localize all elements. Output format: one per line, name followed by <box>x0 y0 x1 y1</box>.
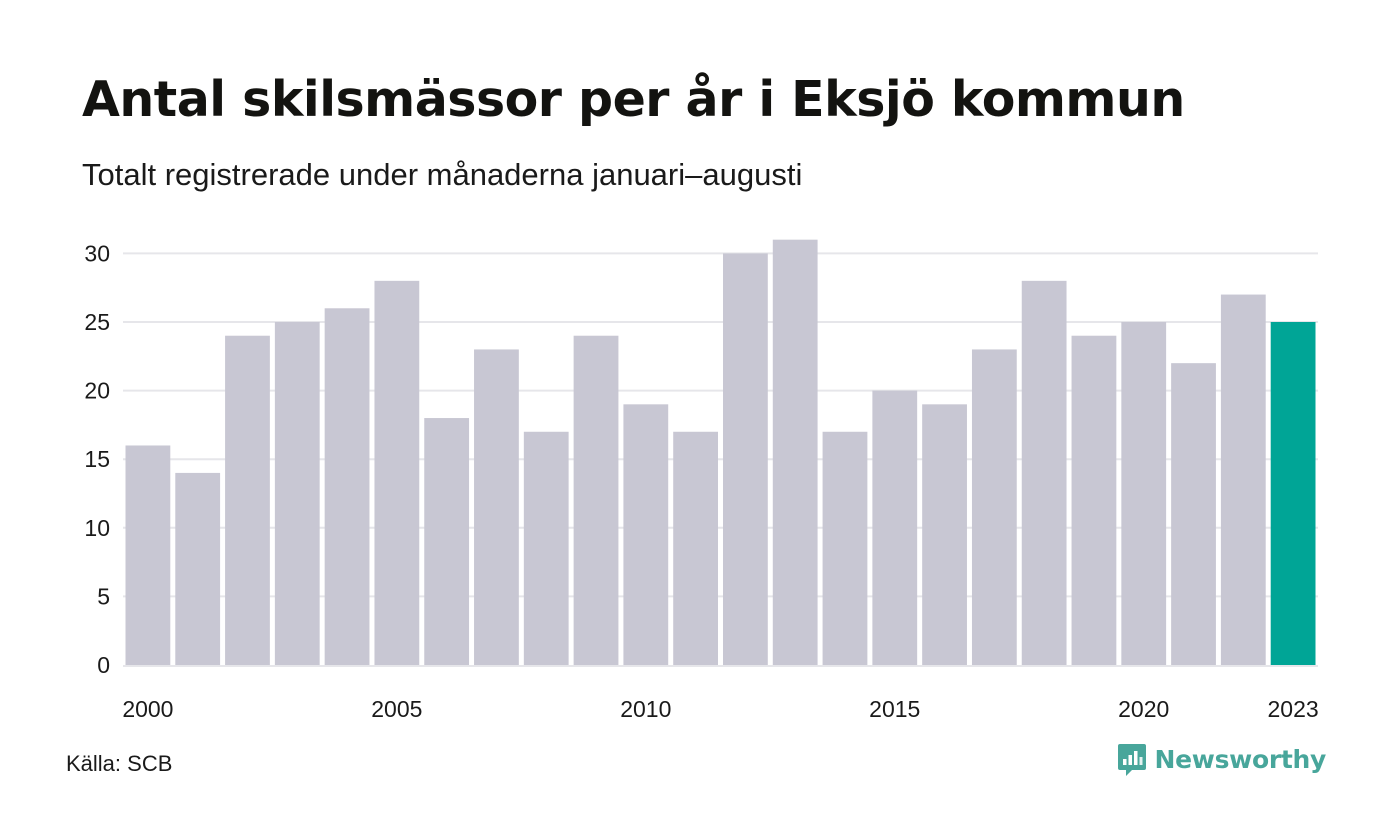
bar-2016 <box>922 404 967 665</box>
bar-2012 <box>723 253 768 665</box>
brand-name: Newsworthy <box>1154 745 1327 774</box>
newsworthy-logo-icon <box>1117 744 1146 776</box>
bar-2019 <box>1071 335 1117 665</box>
bar-2021 <box>1171 363 1216 665</box>
chart-subtitle: Totalt registrerade under månaderna janu… <box>82 157 803 192</box>
x-tick-label: 2015 <box>869 696 920 722</box>
bar-2020 <box>1121 322 1167 665</box>
bar-2008 <box>523 431 569 665</box>
bar-2007 <box>474 349 519 665</box>
bar-2003 <box>274 322 320 665</box>
brand-logo: Newsworthy <box>1117 742 1327 778</box>
y-tick-label: 0 <box>97 652 110 678</box>
bar-2013 <box>772 239 818 665</box>
x-axis-tick-labels: 2000 2005 2010 2015 2020 2023 <box>122 696 1318 722</box>
y-axis-tick-labels: 0 5 10 15 20 25 30 <box>84 240 110 678</box>
bar-2011 <box>673 431 718 665</box>
y-tick-label: 5 <box>97 583 110 609</box>
bar-2009 <box>573 335 619 665</box>
chart-title: Antal skilsmässor per år i Eksjö kommun <box>82 71 1185 128</box>
x-tick-label: 2020 <box>1118 696 1169 722</box>
y-tick-label: 15 <box>84 446 110 472</box>
bar-2023 <box>1270 322 1316 665</box>
x-tick-label: 2000 <box>122 696 173 722</box>
bar-2018 <box>1021 280 1067 665</box>
bar-2006 <box>424 418 470 665</box>
x-tick-label: 2005 <box>371 696 422 722</box>
source-note: Källa: SCB <box>66 751 173 776</box>
x-tick-label: 2010 <box>620 696 671 722</box>
bar-2010 <box>623 404 669 665</box>
bar-2014 <box>822 431 868 665</box>
y-tick-label: 10 <box>84 515 110 541</box>
bar-2022 <box>1220 294 1266 665</box>
y-tick-label: 30 <box>84 240 110 266</box>
bars <box>125 239 1316 665</box>
bar-2017 <box>971 349 1017 665</box>
x-tick-label: 2023 <box>1268 696 1319 722</box>
bar-2002 <box>225 335 270 665</box>
bar-2000 <box>125 445 171 665</box>
bar-2015 <box>872 390 918 665</box>
y-tick-label: 25 <box>84 309 110 335</box>
y-tick-label: 20 <box>84 378 110 404</box>
bar-2004 <box>324 308 370 665</box>
bar-2001 <box>175 472 221 665</box>
grid-lines <box>123 252 1318 667</box>
bar-2005 <box>374 280 420 665</box>
